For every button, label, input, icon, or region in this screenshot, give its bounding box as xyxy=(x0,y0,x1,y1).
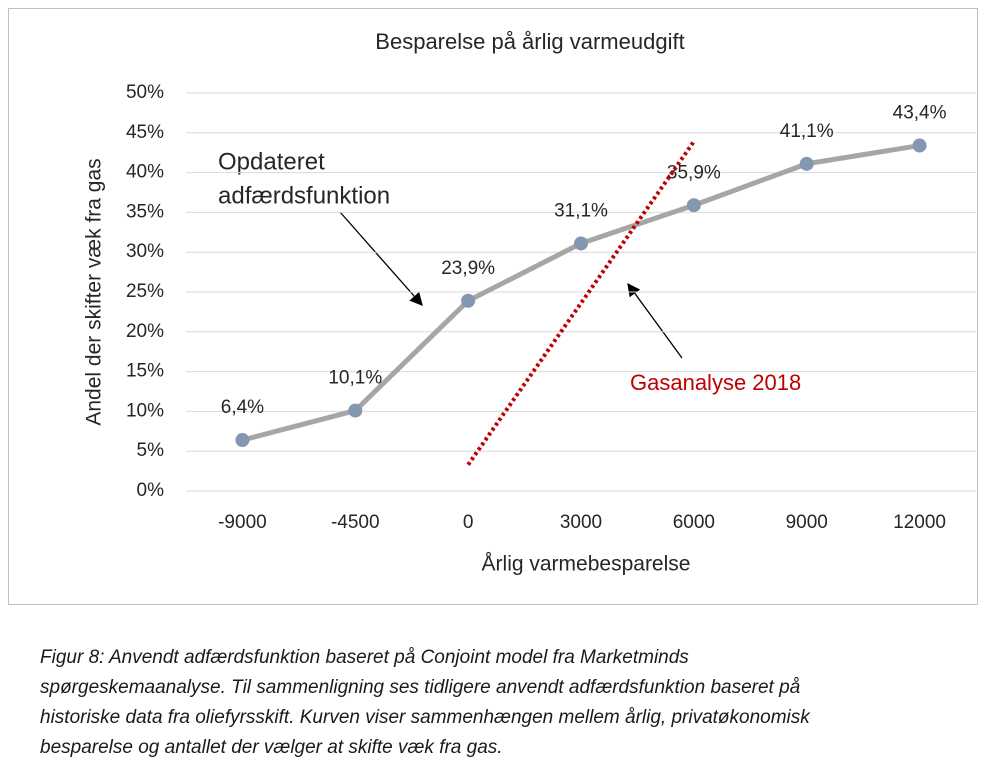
data-point xyxy=(686,198,701,213)
data-label: 23,9% xyxy=(441,258,495,279)
data-label: 6,4% xyxy=(221,397,264,418)
y-tick-label: 5% xyxy=(137,440,165,461)
x-tick-label: 6000 xyxy=(673,512,715,533)
data-point xyxy=(912,138,927,153)
x-axis-label: Årlig varmebesparelse xyxy=(482,553,691,576)
plot: 0% 5% 10% 15% 20% 25% 30% 35% 40% 45% 50% -9000 -450… xyxy=(126,82,976,533)
x-tick-label: 3000 xyxy=(560,512,602,533)
x-tick-label: 9000 xyxy=(786,512,828,533)
chart-frame xyxy=(8,8,978,605)
y-tick-label: 30% xyxy=(126,241,164,262)
caption-line: spørgeskemaanalyse. Til sammenligning se… xyxy=(40,677,800,698)
y-axis-label: Andel der skifter væk fra gas xyxy=(83,158,106,425)
caption: Figur 8: Anvendt adfærdsfunktion baseret… xyxy=(40,647,811,758)
y-tick-label: 15% xyxy=(126,361,164,382)
data-label: 10,1% xyxy=(328,368,382,389)
data-point xyxy=(348,403,363,418)
y-tick-label: 50% xyxy=(126,82,164,103)
caption-line: historiske data fra oliefyrsskift. Kurve… xyxy=(40,707,811,728)
annotation: Opdateret xyxy=(218,148,325,175)
y-tick-label: 0% xyxy=(137,480,165,501)
data-label: 35,9% xyxy=(667,162,721,183)
data-label: 43,4% xyxy=(893,103,947,124)
x-tick-label: -9000 xyxy=(218,512,267,533)
y-tick-label: 45% xyxy=(126,122,164,143)
data-point xyxy=(235,433,250,448)
x-tick-label: -4500 xyxy=(331,512,380,533)
y-tick-label: 10% xyxy=(126,400,164,421)
data-point xyxy=(461,293,476,308)
data-label: 31,1% xyxy=(554,200,608,221)
arrow xyxy=(339,211,423,306)
annotation: adfærdsfunktion xyxy=(218,182,390,209)
data-point xyxy=(574,236,588,251)
data-label: 41,1% xyxy=(780,121,834,142)
y-tick-label: 40% xyxy=(126,162,164,183)
data-point xyxy=(799,156,814,171)
chart-title: Besparelse på årlig varmeudgift xyxy=(375,29,684,54)
caption-line: besparelse og antallet der vælger at ski… xyxy=(40,737,503,758)
arrow xyxy=(627,282,683,359)
annotation: Gasanalyse 2018 xyxy=(630,370,801,395)
y-tick-label: 20% xyxy=(126,321,164,342)
x-tick-label: 12000 xyxy=(893,512,946,533)
x-tick-label: 0 xyxy=(463,512,474,533)
y-tick-label: 25% xyxy=(126,281,164,302)
y-tick-label: 35% xyxy=(126,201,164,222)
caption-line: Figur 8: Anvendt adfærdsfunktion baseret… xyxy=(40,647,689,668)
